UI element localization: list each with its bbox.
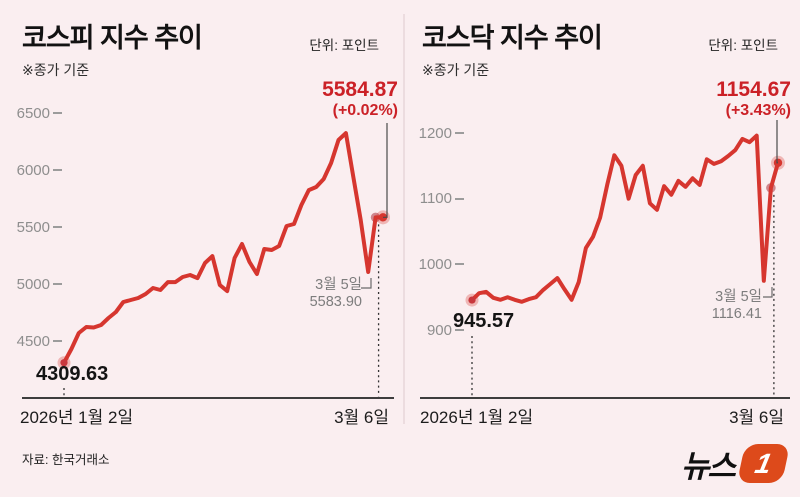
kosdaq-latest-close: 1154.67 (716, 78, 791, 101)
kosdaq-start-value: 945.57 (453, 310, 515, 332)
kosdaq-x-first-label: 2026년 1월 2일 (420, 408, 534, 427)
kosdaq-y-tick-label: 900 (426, 321, 452, 339)
kosdaq-note: ※종가 기준 (422, 62, 490, 78)
kospi-start-point (60, 359, 68, 367)
kosdaq-y-tick-label: 1100 (419, 190, 452, 208)
news1-logo-text: 뉴스 (681, 449, 736, 484)
kosdaq-series-line (470, 133, 780, 304)
kosdaq-mar5-annotation: 3월 5일 1116.41 (662, 289, 762, 323)
kosdaq-y-tick-mark (455, 197, 464, 200)
kosdaq-latest-leader-line (776, 120, 778, 164)
kospi-y-tick-mark (53, 226, 62, 228)
kosdaq-mar5-leader-line (763, 287, 773, 298)
kospi-mar5-annotation: 3월 5일 5583.90 (262, 277, 362, 311)
kospi-series-line (62, 131, 385, 365)
kospi-y-tick-label: 4500 (16, 332, 50, 350)
kosdaq-y-tick-mark (455, 263, 464, 266)
kospi-start-value: 4309.63 (36, 363, 109, 385)
kospi-x-first-label: 2026년 1월 2일 (20, 408, 134, 427)
kosdaq-y-tick-label: 1200 (418, 124, 452, 142)
kospi-x-axis (22, 397, 394, 399)
kospi-y-tick-label: 5500 (16, 218, 50, 236)
kospi-mar5-date: 3월 5일 (315, 277, 362, 293)
kosdaq-unit-label: 단위: 포인트 (708, 38, 778, 53)
kosdaq-title: 코스닥 지수 추이 (422, 23, 603, 53)
kosdaq-y-tick-label: 1000 (418, 255, 452, 273)
kosdaq-mar5-value: 1116.41 (711, 306, 762, 322)
kospi-mar5-value: 5583.90 (309, 294, 362, 310)
kospi-y-tick-label: 6500 (16, 104, 50, 122)
news1-logo: 뉴스 1 (681, 441, 791, 486)
panel-divider (403, 14, 405, 424)
kosdaq-latest-change: (+3.43%) (725, 102, 791, 119)
kosdaq-latest-value: 1154.67 (+3.43%) (641, 79, 791, 120)
kosdaq-x-last-label: 3월 6일 (729, 408, 784, 427)
kospi-y-tick-mark (53, 340, 62, 342)
kospi-x-last-label: 3월 6일 (334, 408, 389, 427)
kospi-latest-value: 5584.87 (+0.02%) (248, 79, 398, 120)
kosdaq-y-tick-mark (455, 329, 464, 331)
kospi-note: ※종가 기준 (22, 62, 90, 78)
kosdaq-mar5-date: 3월 5일 (715, 289, 762, 305)
kospi-unit-label: 단위: 포인트 (309, 38, 379, 53)
kospi-y-tick-mark (53, 169, 62, 171)
kospi-y-tick-label: 6000 (16, 161, 50, 179)
kospi-y-tick-label: 5000 (16, 275, 50, 293)
kospi-latest-change: (+0.02%) (332, 102, 398, 119)
source-label: 자료: 한국거래소 (22, 453, 110, 467)
kospi-latest-close: 5584.87 (322, 78, 398, 101)
kospi-latest-leader-line (383, 123, 388, 218)
kospi-title: 코스피 지수 추이 (22, 23, 203, 53)
kospi-y-tick-mark (53, 283, 62, 285)
kosdaq-start-point (468, 296, 476, 304)
kospi-mar5-leader-line (361, 278, 372, 289)
kosdaq-x-axis (420, 397, 790, 399)
kosdaq-y-tick-mark (455, 132, 464, 134)
news1-logo-one-icon: 1 (736, 444, 791, 483)
kospi-y-tick-mark (53, 112, 62, 114)
